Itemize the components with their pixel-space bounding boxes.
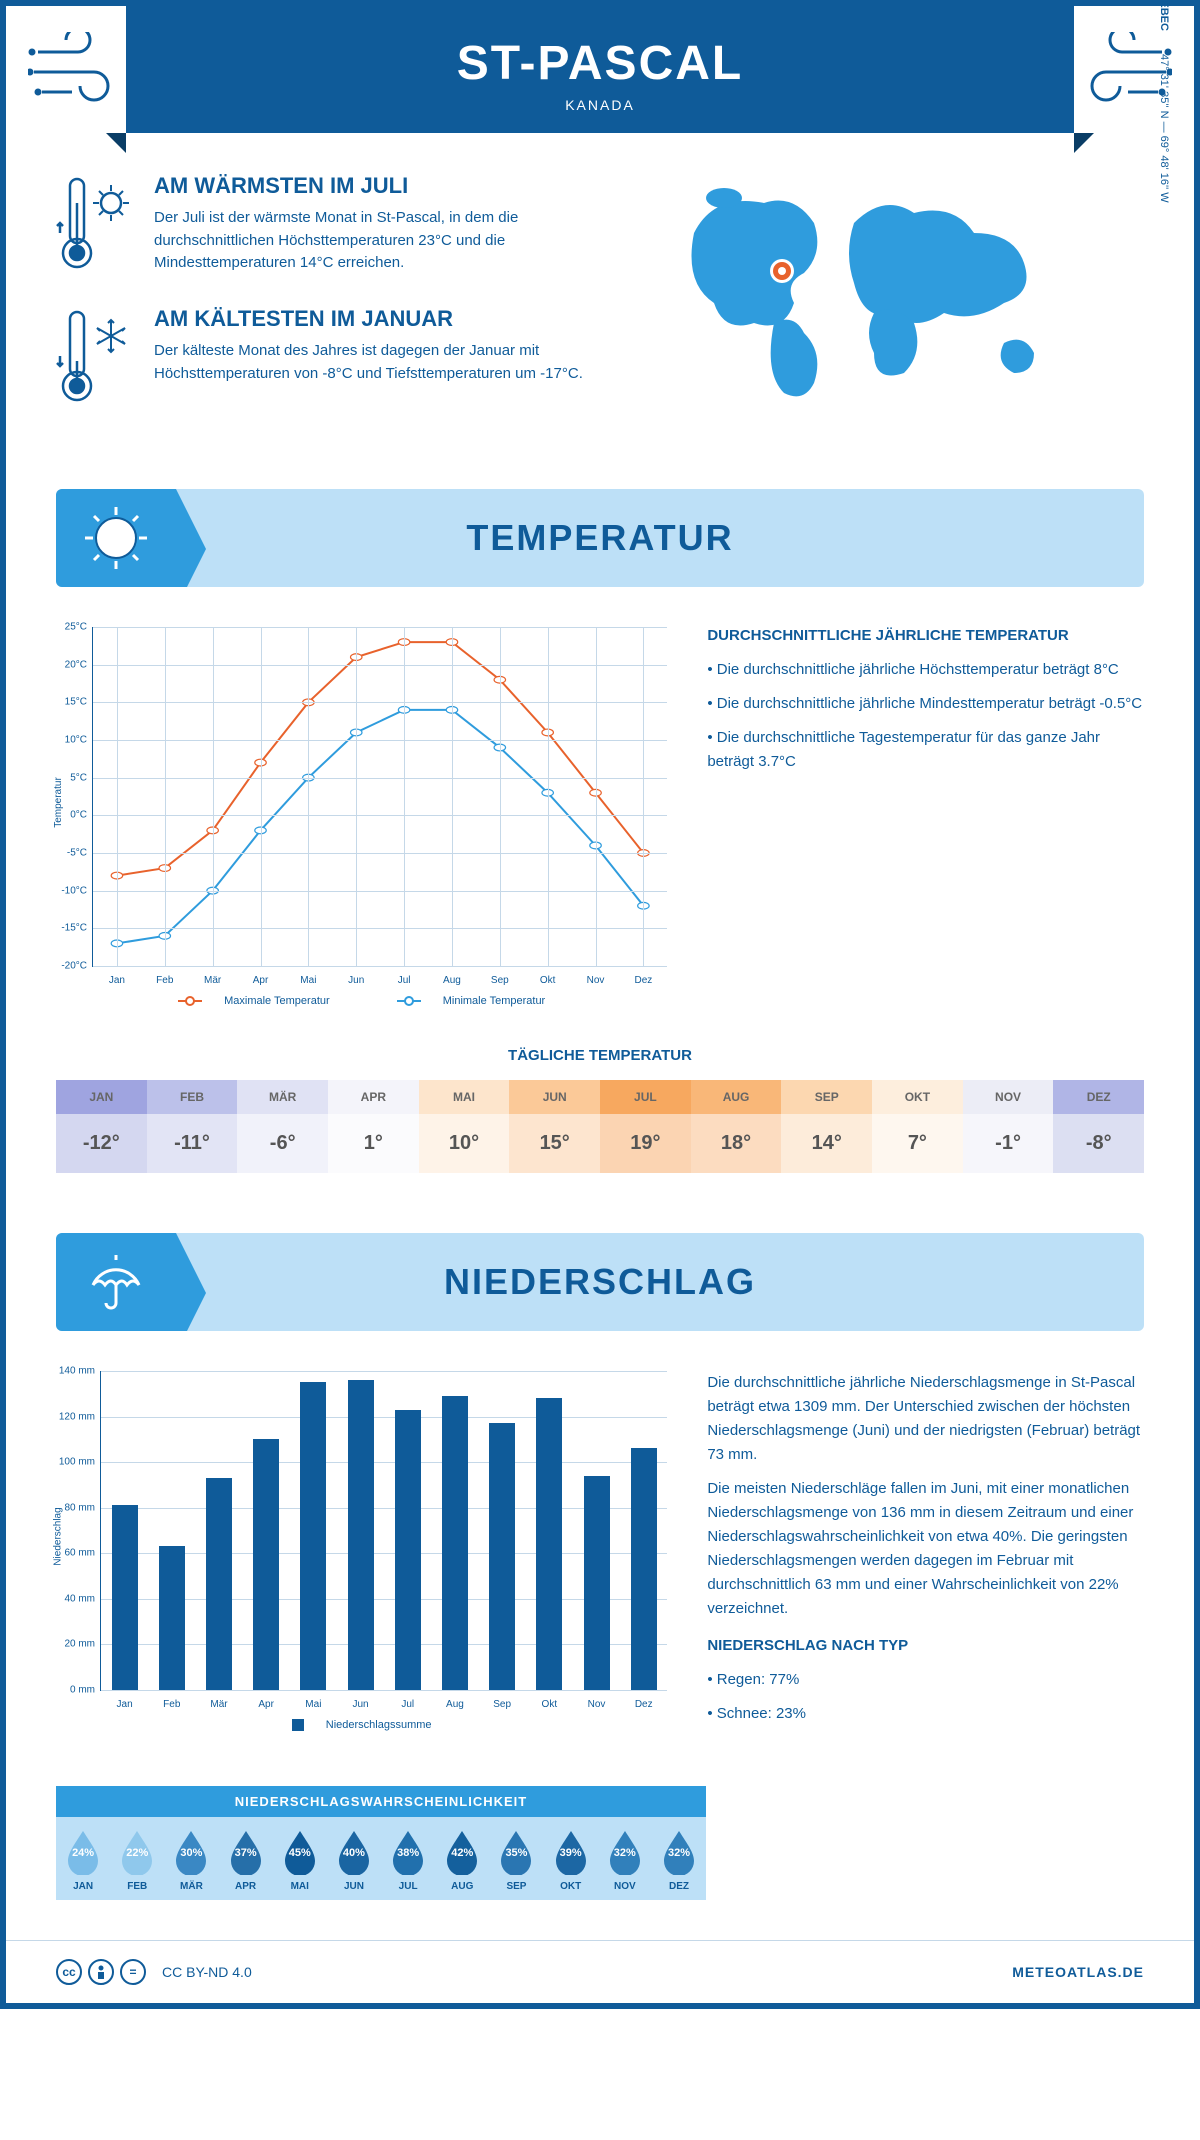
temp-info-list: Die durchschnittliche jährliche Höchstte… xyxy=(707,658,1144,774)
nd-icon: = xyxy=(120,1959,146,1985)
thermometer-cold-icon xyxy=(56,306,136,411)
precip-text-2: Die meisten Niederschläge fallen im Juni… xyxy=(707,1477,1144,1621)
umbrella-icon xyxy=(56,1233,176,1331)
brand: METEOATLAS.DE xyxy=(1012,1964,1144,1980)
wind-icon xyxy=(28,32,128,112)
precipitation-section-header: NIEDERSCHLAG xyxy=(56,1233,1144,1331)
temperature-line-chart: Temperatur -20°C-15°C-10°C-5°C0°C5°C10°C… xyxy=(92,627,667,967)
by-icon xyxy=(88,1959,114,1985)
country-subtitle: KANADA xyxy=(146,97,1054,113)
warmest-text: Der Juli ist der wärmste Monat in St-Pas… xyxy=(154,207,624,275)
coordinates: QUÉBEC 47° 31' 35'' N — 69° 48' 16'' W xyxy=(1158,0,1170,203)
page-header: ST-PASCAL KANADA xyxy=(126,6,1074,133)
warmest-title: AM WÄRMSTEN IM JULI xyxy=(154,173,624,199)
coldest-title: AM KÄLTESTEN IM JANUAR xyxy=(154,306,624,332)
thermometer-hot-icon xyxy=(56,173,136,278)
daily-temp-table: JAN-12°FEB-11°MÄR-6°APR1°MAI10°JUN15°JUL… xyxy=(56,1080,1144,1173)
precipitation-probability: NIEDERSCHLAGSWAHRSCHEINLICHKEIT 24%JAN22… xyxy=(56,1786,706,1900)
warmest-block: AM WÄRMSTEN IM JULI Der Juli ist der wär… xyxy=(56,173,624,278)
temperature-legend: Maximale Temperatur Minimale Temperatur xyxy=(56,995,667,1007)
precip-type-title: NIEDERSCHLAG NACH TYP xyxy=(707,1637,1144,1654)
cc-icon: cc xyxy=(56,1959,82,1985)
coldest-block: AM KÄLTESTEN IM JANUAR Der kälteste Mona… xyxy=(56,306,624,411)
precipitation-legend: Niederschlagssumme xyxy=(56,1719,667,1731)
precip-text-1: Die durchschnittliche jährliche Niedersc… xyxy=(707,1371,1144,1467)
temp-info-title: DURCHSCHNITTLICHE JÄHRLICHE TEMPERATUR xyxy=(707,627,1144,644)
page-footer: cc = CC BY-ND 4.0 METEOATLAS.DE xyxy=(6,1940,1194,2003)
precip-type-list: Regen: 77%Schnee: 23% xyxy=(707,1668,1144,1726)
sun-icon xyxy=(56,489,176,587)
world-map: QUÉBEC 47° 31' 35'' N — 69° 48' 16'' W xyxy=(664,173,1144,439)
daily-temp-title: TÄGLICHE TEMPERATUR xyxy=(56,1047,1144,1064)
coldest-text: Der kälteste Monat des Jahres ist dagege… xyxy=(154,340,624,385)
precipitation-bar-chart: Niederschlag 0 mm20 mm40 mm60 mm80 mm100… xyxy=(100,1371,667,1691)
temperature-section-header: TEMPERATUR xyxy=(56,489,1144,587)
license-block: cc = CC BY-ND 4.0 xyxy=(56,1959,252,1985)
city-title: ST-PASCAL xyxy=(146,36,1054,91)
